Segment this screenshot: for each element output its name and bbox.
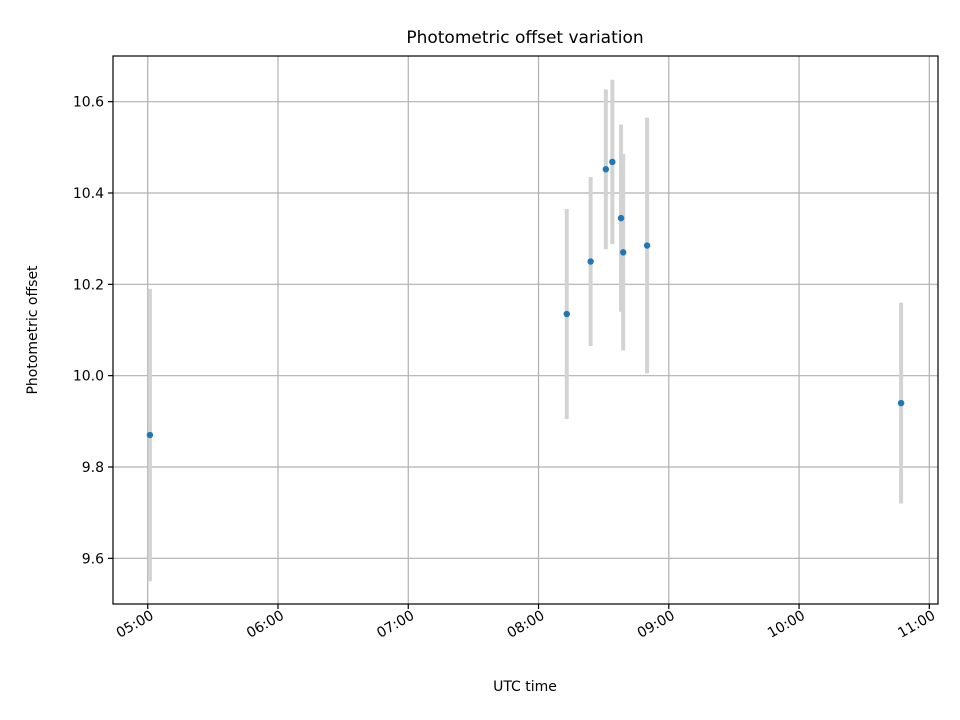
chart-title: Photometric offset variation [406,28,643,48]
y-axis-label: Photometric offset [25,265,41,395]
data-point [619,249,627,256]
data-point [617,214,625,222]
data-point [563,310,570,318]
point-layer [146,158,905,439]
y-tick-label: 10.0 [73,369,104,385]
data-point [643,242,651,249]
x-tick-label: 08:00 [505,608,548,642]
x-tick-label: 07:00 [374,608,417,642]
plot-frame [112,55,939,605]
errorbar-layer [147,79,904,582]
y-tick-label: 10.2 [73,277,104,293]
x-axis-label: UTC time [493,679,557,695]
x-tick-label: 06:00 [244,608,287,642]
x-tick-label: 09:00 [635,608,678,642]
data-point [897,399,905,407]
tick-layer: 05:00 06:00 07:00 08:00 09:00 10:00 11:00 9.6 9.… [73,95,938,642]
grid-layer [113,56,938,604]
data-point [602,166,610,173]
x-tick-label: 10:00 [765,608,808,642]
x-tick-label: 05:00 [114,608,157,642]
y-tick-label: 10.4 [73,186,104,202]
data-point [146,431,154,439]
data-point [609,158,616,166]
data-point [587,258,594,265]
y-tick-label: 9.6 [82,551,104,567]
x-tick-label: 11:00 [895,608,938,642]
y-tick-label: 10.6 [73,95,104,111]
y-tick-label: 9.8 [82,460,104,476]
